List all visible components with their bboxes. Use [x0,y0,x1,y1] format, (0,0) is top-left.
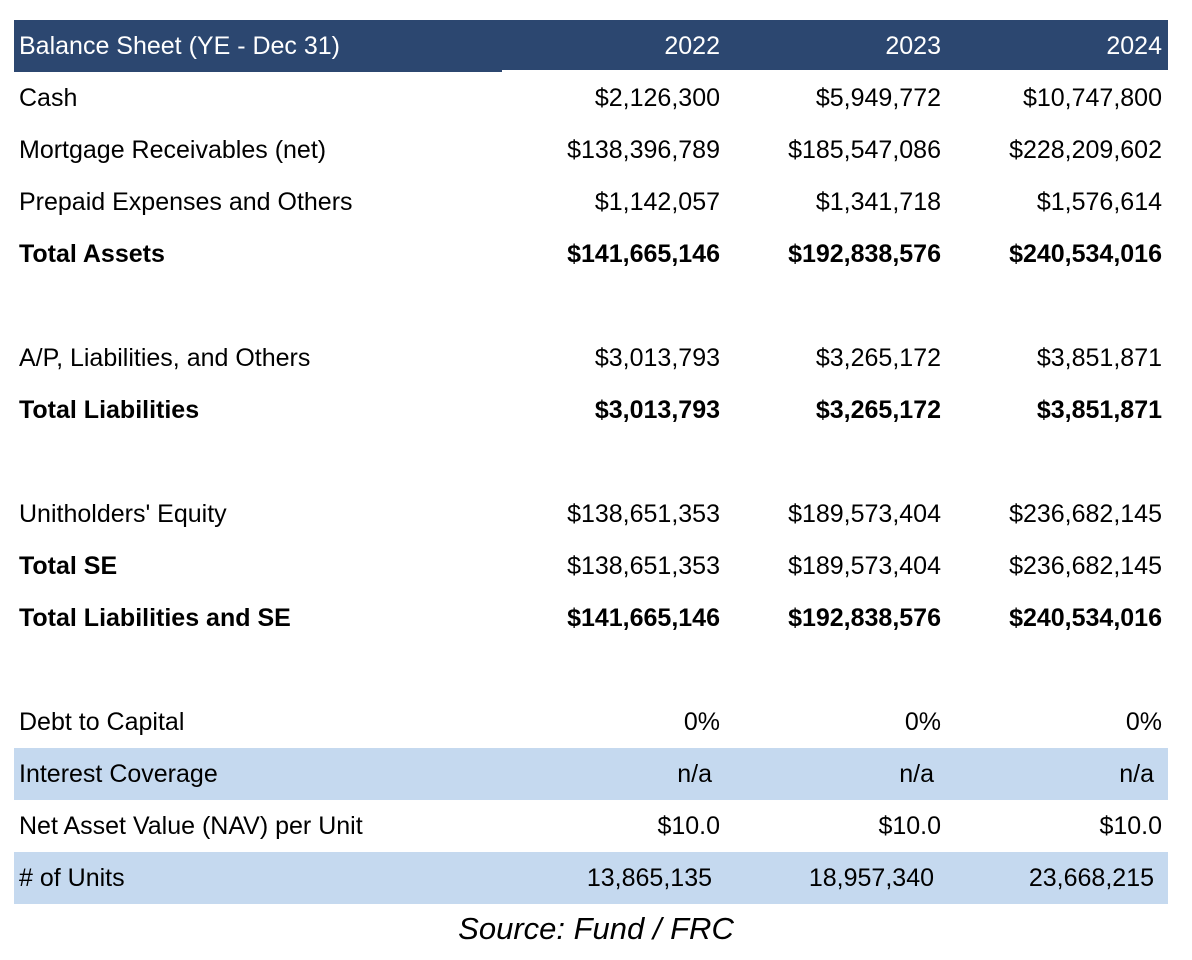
value-2024: $240,534,016 [1009,604,1162,632]
row-label: Cash [19,84,78,112]
value-2022: $141,665,146 [567,604,720,632]
value-2023: 18,957,340 [808,864,934,892]
value-2024: $10,747,800 [1022,84,1162,112]
value-2022: 0% [683,708,720,736]
row-label: Unitholders' Equity [19,500,227,528]
value-2024: $3,851,871 [1036,344,1162,372]
row-label: Mortgage Receivables (net) [19,136,327,164]
value-2023: $1,341,718 [815,188,941,216]
column-header-2024: 2024 [1106,32,1162,60]
value-2022: $1,142,057 [594,188,720,216]
value-2024: $10.0 [1099,812,1162,840]
row-total-se: Total SE $138,651,353 $189,573,404 $236,… [14,540,1168,592]
column-header-2023: 2023 [885,32,941,60]
value-2023: $189,573,404 [788,552,941,580]
row-total-assets: Total Assets $141,665,146 $192,838,576 $… [14,228,1168,280]
value-2022: 13,865,135 [586,864,712,892]
balance-sheet-table: Balance Sheet (YE - Dec 31) 2022 2023 20… [14,20,1168,904]
spacer-row [14,280,1168,332]
row-label: Total Liabilities [19,396,200,424]
value-2022: $3,013,793 [594,344,720,372]
value-2022: $141,665,146 [567,240,720,268]
value-2023: 0% [904,708,941,736]
value-2023: $3,265,172 [815,344,941,372]
row-label: Interest Coverage [19,760,218,788]
row-total-liabilities-and-se: Total Liabilities and SE $141,665,146 $1… [14,592,1168,644]
source-caption: Source: Fund / FRC [458,911,734,946]
value-2023: $185,547,086 [788,136,941,164]
value-2023: $5,949,772 [815,84,941,112]
value-2022: $138,396,789 [567,136,720,164]
value-2024: $240,534,016 [1009,240,1162,268]
value-2023: $10.0 [878,812,941,840]
row-mortgage-receivables: Mortgage Receivables (net) $138,396,789 … [14,124,1168,176]
value-2022: $2,126,300 [594,84,720,112]
value-2024: n/a [1119,760,1154,788]
row-label: Total SE [19,552,118,580]
row-label: Total Liabilities and SE [19,604,291,632]
row-prepaid-expenses: Prepaid Expenses and Others $1,142,057 $… [14,176,1168,228]
row-ap-liabilities: A/P, Liabilities, and Others $3,013,793 … [14,332,1168,384]
row-label: Debt to Capital [19,708,185,736]
value-2022: n/a [677,760,712,788]
value-2022: $3,013,793 [594,396,720,424]
value-2024: 0% [1125,708,1162,736]
value-2024: $228,209,602 [1009,136,1162,164]
value-2022: $10.0 [657,812,720,840]
value-2022: $138,651,353 [567,500,720,528]
row-label: Prepaid Expenses and Others [19,188,353,216]
spacer-row [14,644,1168,696]
row-label: Total Assets [19,240,165,268]
spacer-row [14,436,1168,488]
value-2023: $192,838,576 [788,604,941,632]
column-header-2022: 2022 [664,32,720,60]
row-label: Net Asset Value (NAV) per Unit [19,812,363,840]
row-label: # of Units [19,864,125,892]
row-nav-per-unit: Net Asset Value (NAV) per Unit $10.0 $10… [14,800,1168,852]
row-interest-coverage: Interest Coverage n/a n/a n/a [14,748,1168,800]
value-2024: $236,682,145 [1009,552,1162,580]
value-2022: $138,651,353 [567,552,720,580]
value-2023: n/a [899,760,934,788]
row-total-liabilities: Total Liabilities $3,013,793 $3,265,172 … [14,384,1168,436]
value-2023: $189,573,404 [788,500,941,528]
table-title: Balance Sheet (YE - Dec 31) [19,32,340,60]
value-2024: $1,576,614 [1036,188,1162,216]
row-unitholders-equity: Unitholders' Equity $138,651,353 $189,57… [14,488,1168,540]
value-2023: $3,265,172 [815,396,941,424]
row-cash: Cash $2,126,300 $5,949,772 $10,747,800 [14,72,1168,124]
value-2024: $3,851,871 [1036,396,1162,424]
row-debt-to-capital: Debt to Capital 0% 0% 0% [14,696,1168,748]
row-number-of-units: # of Units 13,865,135 18,957,340 23,668,… [14,852,1168,904]
value-2023: $192,838,576 [788,240,941,268]
value-2024: 23,668,215 [1028,864,1154,892]
table-header-row: Balance Sheet (YE - Dec 31) 2022 2023 20… [14,20,1168,72]
row-label: A/P, Liabilities, and Others [19,344,311,372]
value-2024: $236,682,145 [1009,500,1162,528]
